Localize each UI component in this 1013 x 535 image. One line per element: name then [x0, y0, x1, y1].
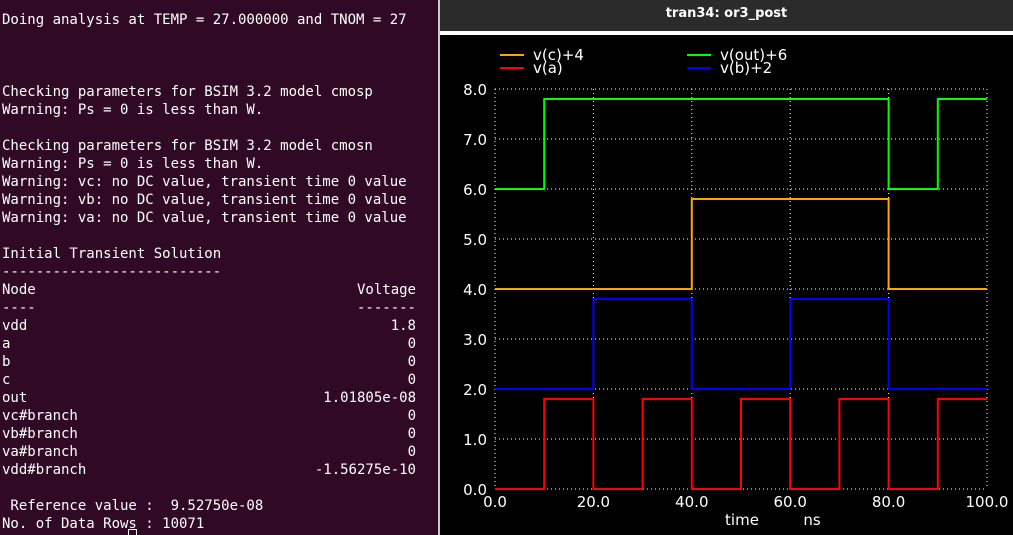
terminal-line: Warning: vb: no DC value, transient time…	[2, 192, 407, 208]
waveform-plot[interactable]: 0.0 1.0 2.0 3.0 4.0 5.0 6.0 7.0 8.0 0.0 20.0 40.0 60…	[440, 35, 1013, 535]
y-tick-label: 1.0	[463, 431, 487, 449]
x-tick-label: 0.0	[483, 493, 507, 511]
node-voltage: 1.8	[390, 318, 416, 334]
node-name: vc#branch	[2, 408, 78, 424]
legend-label-v-c-4: v(c)+4	[533, 46, 584, 64]
y-tick-label: 7.0	[463, 131, 487, 149]
x-axis-label: time	[725, 511, 759, 529]
node-voltage: 0	[407, 444, 416, 460]
y-tick-label: 5.0	[463, 231, 487, 249]
node-name: c	[2, 372, 11, 388]
node-name: a	[2, 336, 11, 352]
series-v-b-2-line	[495, 298, 987, 390]
y-tick-label: 6.0	[463, 181, 487, 199]
terminal-line: Checking parameters for BSIM 3.2 model c…	[2, 138, 373, 154]
node-name: vdd	[2, 318, 28, 334]
x-tick-label: 20.0	[577, 493, 610, 511]
terminal-line: Warning: vc: no DC value, transient time…	[2, 174, 407, 190]
node-voltage: 0	[407, 426, 416, 442]
reference-value-line: Reference value : 9.52750e-08	[2, 498, 264, 514]
x-tick-label: 40.0	[675, 493, 708, 511]
node-name: va#branch	[2, 444, 78, 460]
terminal-line: Warning: Ps = 0 is less than W.	[2, 102, 264, 118]
plot-window[interactable]: tran34: or3_post 0.0 1.0 2.0 3.0 4.0 5.0 6.0 7.…	[440, 0, 1013, 535]
x-tick-label: 60.0	[773, 493, 806, 511]
node-name: vdd#branch	[2, 462, 87, 478]
node-voltage: -1.56275e-10	[314, 462, 416, 478]
plot-window-title: tran34: or3_post	[665, 6, 788, 21]
table-header-voltage: Voltage	[356, 282, 416, 298]
node-name: out	[2, 390, 28, 406]
table-rule-voltage: -------	[356, 300, 416, 316]
node-voltage: 1.01805e-08	[323, 390, 416, 406]
window-divider	[438, 0, 440, 535]
table-header-node: Node	[2, 282, 36, 298]
data-rows-line: No. of Data Rows : 10071	[2, 516, 205, 532]
terminal-header-line: Doing analysis at TEMP = 27.000000 and T…	[2, 12, 407, 28]
legend-label-v-out-6: v(out)+6	[720, 46, 787, 64]
terminal-line: Warning: va: no DC value, transient time…	[2, 210, 407, 226]
terminal-line: --------------------------	[2, 264, 222, 280]
series-v-a-line	[495, 398, 987, 490]
node-name: vb#branch	[2, 426, 78, 442]
x-tick-label: 100.0	[966, 493, 1009, 511]
y-tick-label: 8.0	[463, 81, 487, 99]
terminal-cursor	[128, 529, 137, 535]
plot-title-bar[interactable]: tran34: or3_post	[440, 0, 1013, 31]
terminal-line: Checking parameters for BSIM 3.2 model c…	[2, 84, 373, 100]
title-separator	[440, 31, 1013, 35]
series-v-c-4-line	[495, 198, 987, 290]
y-tick-label: 3.0	[463, 331, 487, 349]
node-voltage: 0	[407, 408, 416, 424]
terminal-window[interactable]: Doing analysis at TEMP = 27.000000 and T…	[0, 0, 438, 535]
legend-label-v-a: v(a)	[533, 59, 563, 77]
terminal-line: Warning: Ps = 0 is less than W.	[2, 156, 264, 172]
y-tick-label: 4.0	[463, 281, 487, 299]
node-name: b	[2, 354, 11, 370]
table-rule-node: ----	[2, 300, 36, 316]
x-axis-unit: ns	[803, 511, 821, 529]
y-tick-label: 2.0	[463, 381, 487, 399]
x-tick-label: 80.0	[872, 493, 905, 511]
legend-label-v-b-2: v(b)+2	[720, 59, 772, 77]
terminal-line: Initial Transient Solution	[2, 246, 222, 262]
node-voltage: 0	[407, 336, 416, 352]
node-voltage: 0	[407, 372, 416, 388]
y-tick-label: 0.0	[463, 481, 487, 499]
series-v-out-6-line	[495, 98, 987, 190]
node-voltage: 0	[407, 354, 416, 370]
